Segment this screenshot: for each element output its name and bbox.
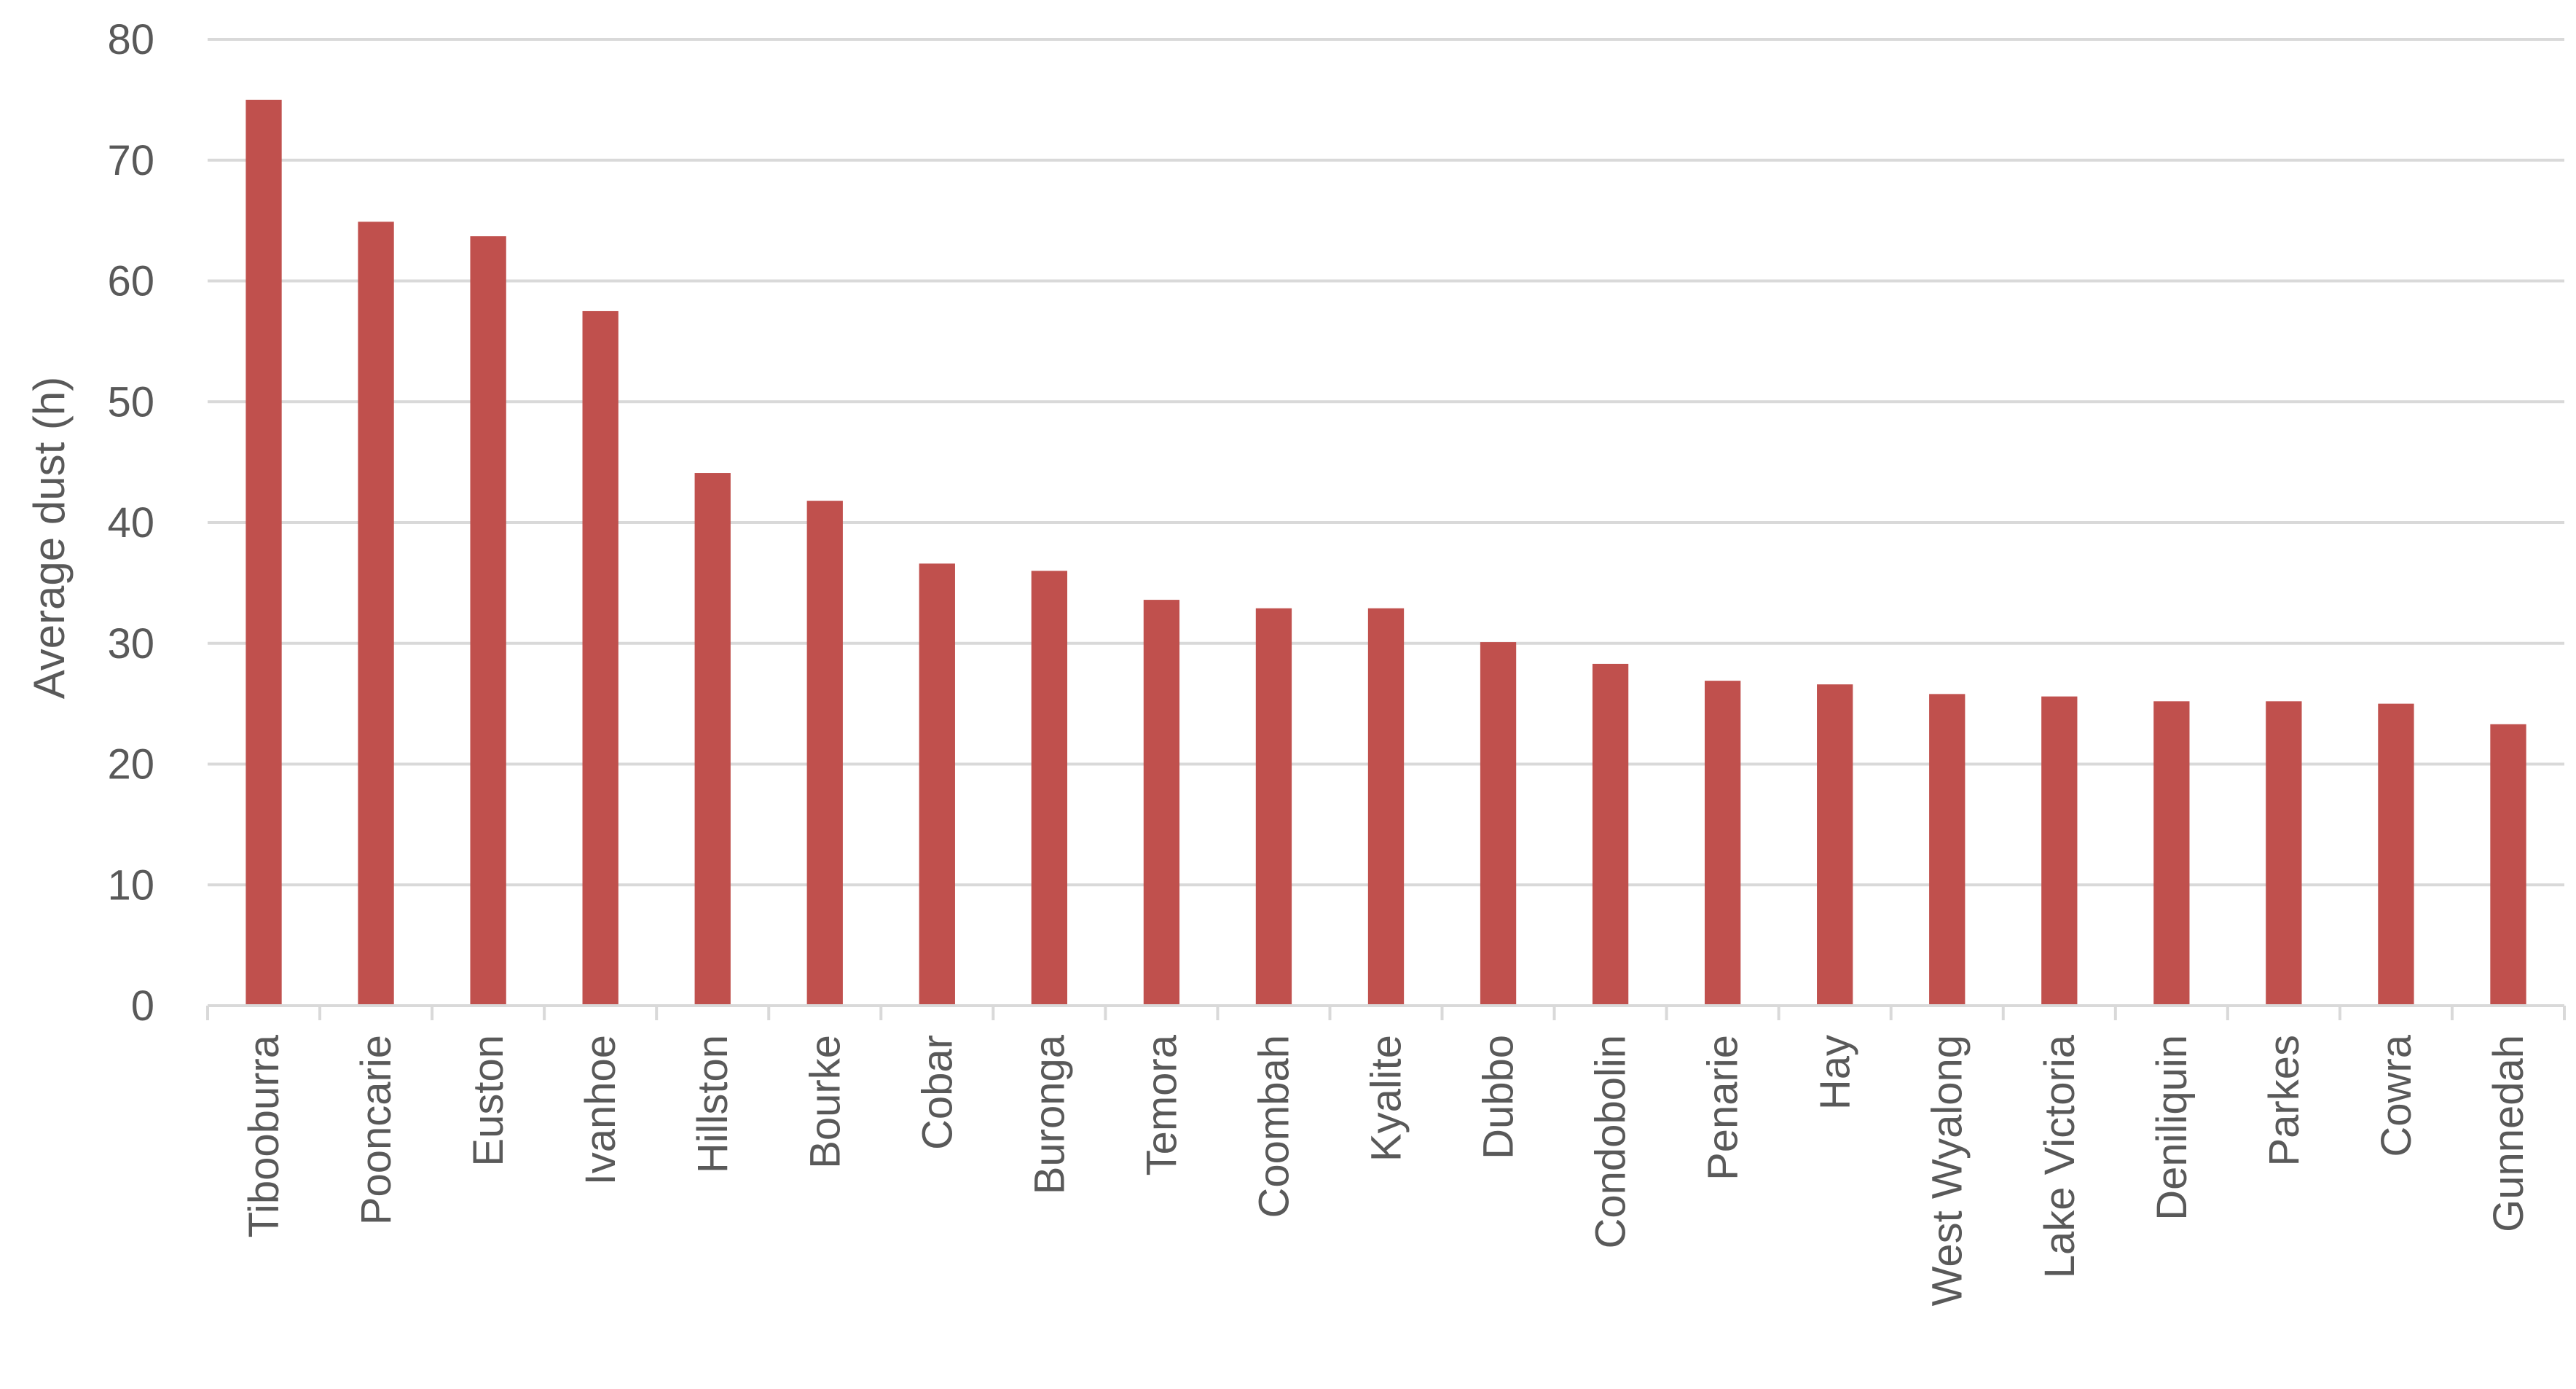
bar (806, 501, 843, 1006)
x-tick-label: Lake Victoria (2036, 1034, 2084, 1278)
y-tick-label: 80 (107, 16, 154, 63)
x-tick-label: Hillston (689, 1035, 737, 1173)
bar (246, 99, 282, 1006)
x-tick-label: Parkes (2261, 1035, 2308, 1167)
bar (358, 222, 394, 1006)
bar (2153, 701, 2190, 1006)
x-axis (206, 1004, 2566, 1020)
y-tick-label: 0 (131, 982, 154, 1030)
x-tick-label: Euston (465, 1035, 512, 1167)
bar (1592, 663, 1629, 1006)
bar (582, 310, 619, 1006)
y-tick-label: 10 (107, 861, 154, 909)
bar (1817, 684, 1853, 1006)
bar (2490, 724, 2526, 1006)
y-axis-title: Average dust (h) (25, 377, 74, 699)
x-tick-label: Bourke (801, 1035, 849, 1169)
bar (2266, 701, 2302, 1006)
bar (470, 236, 506, 1006)
y-tick-label: 30 (107, 620, 154, 668)
x-tick-label: Tibooburra (240, 1034, 288, 1237)
y-tick-label: 60 (107, 258, 154, 305)
y-axis-ticks: 0 10 20 30 40 50 60 70 80 (107, 16, 154, 1030)
x-tick-label: Cobar (914, 1035, 961, 1150)
x-tick-label: Gunnedah (2485, 1035, 2532, 1232)
bar (919, 563, 955, 1006)
bar (1031, 571, 1068, 1006)
y-tick-label: 50 (107, 378, 154, 426)
x-tick-label: Hay (1812, 1035, 1859, 1110)
x-tick-label: Temora (1138, 1034, 1185, 1175)
x-tick-label: West Wyalong (1924, 1035, 1971, 1306)
x-tick-label: Kyalite (1363, 1035, 1410, 1162)
bar (1929, 694, 1966, 1006)
y-tick-label: 20 (107, 741, 154, 789)
x-tick-label: Dubbo (1475, 1035, 1523, 1159)
x-tick-label: Condobolin (1587, 1035, 1635, 1248)
x-tick-label: Coombah (1250, 1035, 1297, 1218)
bar (694, 473, 731, 1006)
bar (1143, 600, 1180, 1006)
bar (2041, 696, 2078, 1006)
x-tick-label: Pooncarie (353, 1035, 400, 1225)
bar (2378, 703, 2414, 1006)
x-axis-ticks: Tibooburra Pooncarie Euston Ivanhoe Hillston… (240, 1034, 2532, 1306)
bar (1480, 642, 1517, 1006)
bar (1255, 608, 1292, 1006)
x-tick-label: Ivanhoe (577, 1035, 624, 1185)
y-tick-label: 70 (107, 137, 154, 184)
y-tick-label: 40 (107, 499, 154, 547)
bars (246, 99, 2526, 1006)
bar (1704, 681, 1741, 1006)
bar (1367, 608, 1405, 1006)
x-tick-label: Cowra (2373, 1034, 2420, 1157)
x-tick-label: Buronga (1026, 1034, 1073, 1194)
x-tick-label: Penarie (1700, 1035, 1747, 1181)
x-tick-label: Deniliquin (2148, 1035, 2196, 1221)
